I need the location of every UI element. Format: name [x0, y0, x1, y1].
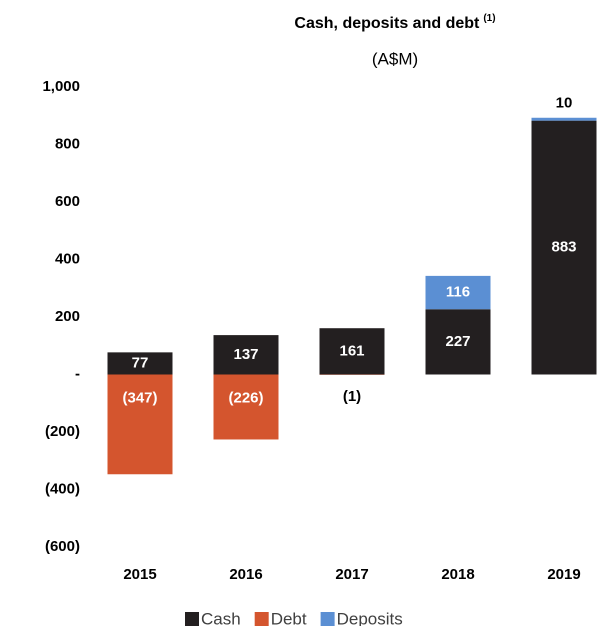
- x-tick-label: 2017: [335, 566, 368, 583]
- bar-segment: [531, 120, 597, 375]
- y-tick-label: -: [75, 365, 80, 382]
- legend-label: Cash: [201, 609, 241, 626]
- bar-segment: [531, 117, 597, 121]
- bar-segment: [319, 328, 385, 375]
- y-tick-label: (200): [45, 423, 80, 440]
- bar-segment: [213, 335, 279, 375]
- bar-segment: [107, 374, 173, 475]
- y-tick-label: 600: [55, 193, 80, 210]
- x-tick-label: 2015: [123, 566, 156, 583]
- legend-label: Debt: [271, 609, 307, 626]
- y-tick-label: (600): [45, 538, 80, 555]
- y-tick-label: 1,000: [42, 78, 80, 95]
- legend-swatch: [320, 612, 335, 626]
- x-tick-label: 2018: [441, 566, 474, 583]
- x-tick-label: 2016: [229, 566, 262, 583]
- chart-subtitle: (A$M): [372, 49, 418, 68]
- data-label: 137: [233, 346, 258, 363]
- data-label: 161: [339, 342, 364, 359]
- bar-segment: [107, 352, 173, 375]
- data-label: 883: [551, 239, 576, 256]
- data-label: 227: [445, 333, 470, 350]
- data-label: (1): [343, 388, 361, 405]
- bar-segment: [425, 275, 491, 310]
- chart-title: Cash, deposits and debt (1): [294, 13, 495, 33]
- x-tick-label: 2019: [547, 566, 580, 583]
- data-label: 10: [556, 95, 573, 112]
- y-tick-label: 200: [55, 308, 80, 325]
- data-label: 77: [132, 354, 149, 371]
- bar-segment: [425, 309, 491, 375]
- legend-swatch: [254, 612, 269, 626]
- title-text: Cash, deposits and debt: [294, 15, 480, 32]
- legend-swatch: [185, 612, 199, 626]
- data-label: (347): [122, 389, 157, 406]
- legend-label: Deposits: [337, 609, 403, 626]
- y-tick-label: 800: [55, 135, 80, 152]
- data-label: 116: [446, 284, 470, 301]
- bar-segment: [213, 374, 279, 440]
- data-label: (226): [228, 389, 263, 406]
- y-tick-label: 400: [55, 250, 80, 267]
- title-superscript: (1): [483, 13, 495, 24]
- y-tick-label: (400): [45, 480, 80, 497]
